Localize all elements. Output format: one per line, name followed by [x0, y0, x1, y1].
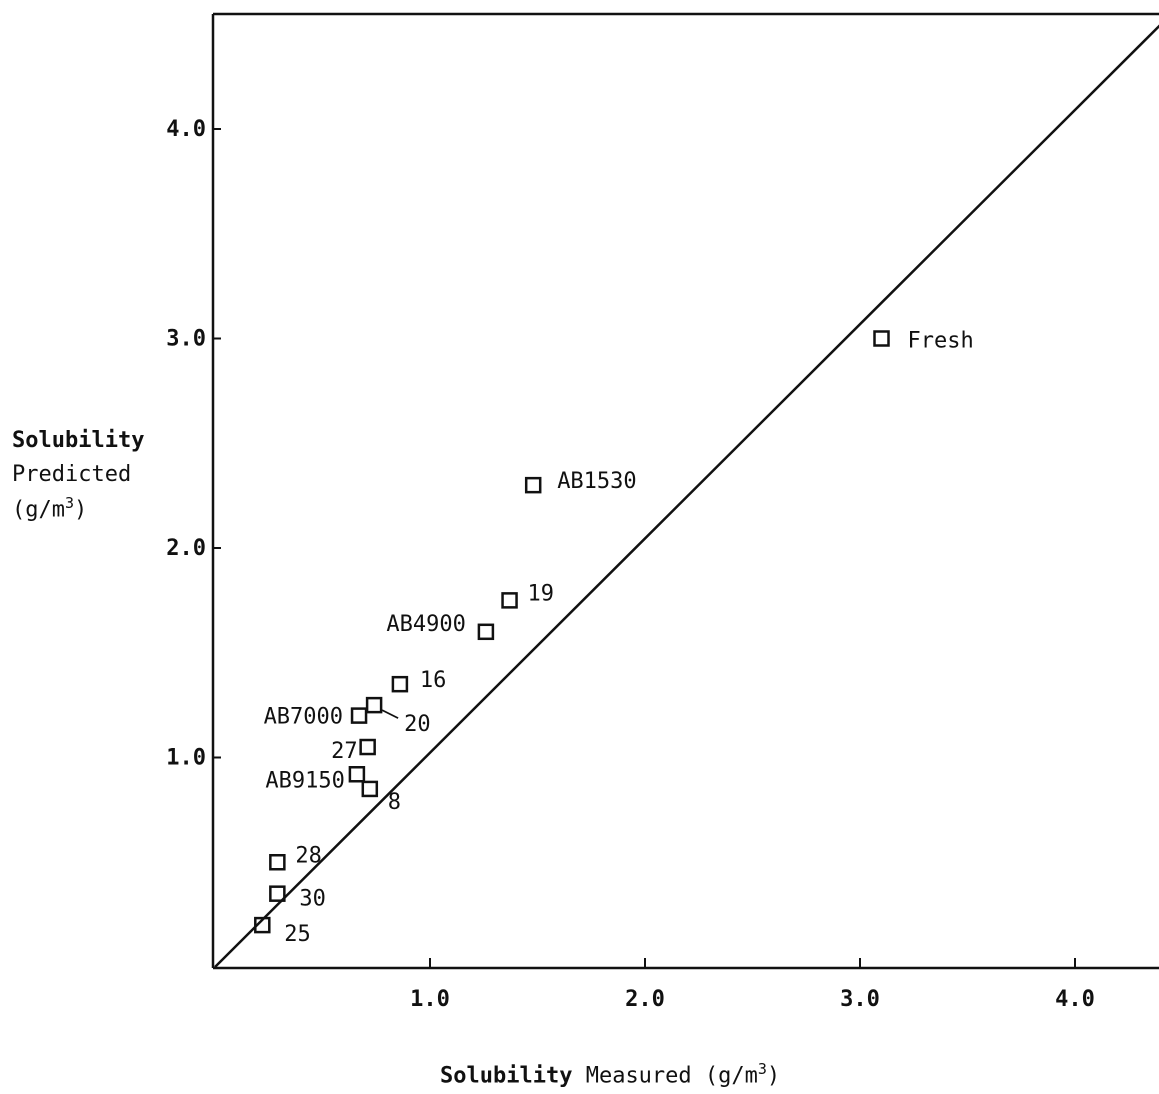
data-point: 8 [361, 780, 401, 815]
point-marker [873, 330, 890, 347]
data-point: 20 [365, 696, 431, 737]
y-tick-label: 2.0 [166, 536, 206, 561]
point-label: AB7000 [264, 705, 343, 730]
point-marker [391, 675, 409, 693]
y-tick-label: 3.0 [166, 327, 206, 352]
point-label: 28 [295, 843, 322, 868]
data-point: 28 [269, 843, 322, 871]
x-axis-title-bold: Solubility [440, 1063, 573, 1089]
point-label: 19 [528, 581, 555, 606]
point-marker [501, 592, 518, 609]
y-tick-label: 1.0 [166, 746, 206, 771]
point-marker [359, 738, 376, 756]
point-label: 16 [420, 668, 447, 693]
data-point: AB1530 [524, 469, 637, 494]
data-point: AB7000 [264, 705, 368, 730]
point-marker [254, 916, 271, 934]
x-tick-label: 1.0 [410, 987, 450, 1012]
y-tick-label: 4.0 [166, 117, 206, 142]
point-label: AB9150 [265, 768, 344, 793]
point-label: 30 [299, 887, 326, 912]
point-label: Fresh [908, 329, 974, 354]
x-axis-title-rest: Measured (g/m [585, 1063, 758, 1089]
data-point: 19 [501, 581, 555, 609]
point-marker [365, 696, 383, 714]
point-label: AB1530 [557, 469, 636, 494]
data-point: 30 [269, 885, 326, 912]
point-marker [348, 766, 366, 783]
data-point: 27 [331, 738, 376, 764]
data-point: 25 [254, 916, 311, 947]
x-tick-label: 2.0 [625, 987, 665, 1012]
y-axis-title-line2: Predicted [12, 462, 132, 488]
y-axis-title-line1: Solubility [12, 428, 145, 453]
x-axis-title: Solubility Measured (g/m3) [440, 1060, 781, 1089]
data-point: AB4900 [386, 612, 495, 641]
x-tick-label: 4.0 [1055, 987, 1095, 1012]
y-axis-title-line3: (g/m3) [12, 494, 88, 523]
data-point: AB9150 [265, 766, 366, 793]
point-label: 25 [284, 922, 311, 947]
point-marker [350, 707, 368, 724]
point-marker [477, 623, 495, 641]
point-label: 20 [404, 712, 431, 737]
point-marker [524, 476, 542, 494]
point-marker [269, 885, 286, 902]
leader-line [381, 709, 399, 719]
point-marker [361, 780, 379, 798]
point-label: AB4900 [386, 612, 465, 637]
point-label: 27 [331, 739, 358, 764]
data-point: 16 [391, 668, 447, 693]
reference-line [214, 24, 1159, 968]
point-marker [269, 854, 286, 871]
y-axis-title: Solubility Predicted (g/m3) [12, 424, 144, 528]
point-label: 8 [388, 790, 401, 815]
x-tick-label: 3.0 [840, 987, 880, 1012]
data-point: Fresh [873, 329, 974, 354]
